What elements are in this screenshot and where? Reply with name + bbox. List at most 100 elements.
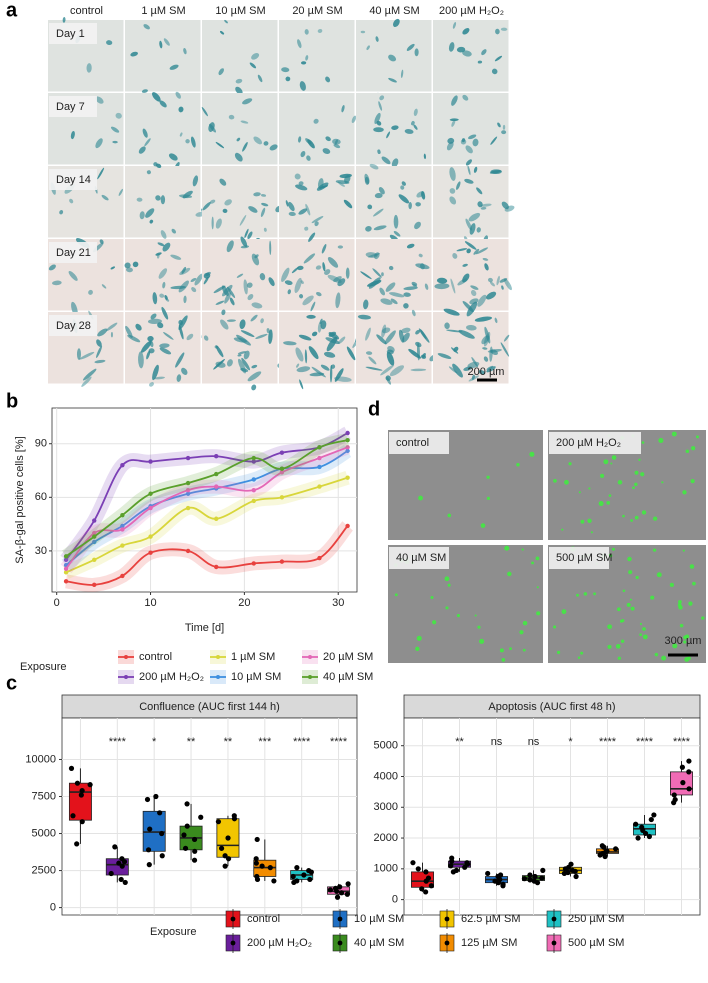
tile-label-box (389, 547, 449, 569)
data-point (345, 881, 351, 887)
cell (250, 314, 258, 322)
fluorescent-cell (701, 616, 705, 620)
cell (467, 165, 471, 176)
cell (345, 267, 350, 279)
cell (414, 48, 419, 57)
cell (483, 356, 489, 362)
legend-key-point (551, 940, 557, 946)
cell (244, 228, 249, 239)
cell (253, 136, 263, 145)
fluorescent-cell (630, 606, 635, 611)
data-point (338, 890, 345, 896)
data-point (686, 758, 692, 764)
cell (251, 253, 260, 266)
data-point (70, 813, 76, 819)
cell (468, 212, 481, 222)
cell (62, 17, 66, 23)
fluorescent-cell (607, 624, 613, 630)
fluorescent-cell (622, 589, 626, 593)
fluorescent-cell (632, 486, 635, 490)
legend-label: 200 µM H₂O₂ (247, 937, 312, 949)
cell (69, 198, 74, 204)
cell (339, 173, 352, 179)
fluorescent-cell (690, 479, 695, 484)
cell (192, 175, 199, 187)
cell (48, 264, 56, 271)
cell (240, 330, 255, 338)
data-point (120, 512, 125, 518)
cell (477, 201, 483, 208)
cell (149, 219, 154, 224)
fluorescent-cell (639, 622, 643, 626)
cell (299, 294, 304, 299)
data-point (74, 780, 81, 786)
fluorescent-cell (564, 479, 569, 485)
y-tick-label: 3000 (374, 801, 398, 813)
data-point (214, 471, 219, 477)
cell (138, 351, 144, 369)
cell (436, 277, 448, 284)
cell (157, 322, 164, 329)
cell (319, 318, 323, 325)
fluorescent-cell (678, 605, 683, 610)
cell (486, 365, 494, 370)
cell (373, 208, 384, 217)
cell (162, 242, 171, 252)
cell (393, 18, 400, 28)
cell (452, 22, 457, 29)
cell (294, 173, 301, 180)
cell (236, 137, 241, 142)
cell (477, 294, 487, 307)
cell (465, 159, 472, 166)
fluorescent-cell (688, 601, 693, 606)
cell (153, 162, 158, 167)
legend-label: control (247, 913, 280, 925)
data-point (146, 862, 152, 868)
legend-label: 40 µM SM (354, 937, 404, 949)
cell (150, 313, 157, 320)
cell (489, 170, 502, 174)
cell (447, 137, 455, 144)
cell (160, 230, 167, 239)
fluorescent-cell (587, 518, 592, 523)
cell (497, 122, 501, 128)
fluorescent-cell (642, 634, 648, 640)
data-point (92, 534, 97, 539)
cell (201, 106, 208, 117)
cell (504, 205, 515, 212)
cell (287, 289, 291, 295)
cell (302, 295, 314, 306)
cell (406, 43, 415, 51)
cell (465, 324, 477, 331)
cell (412, 283, 418, 288)
cell (110, 332, 113, 338)
cell (374, 193, 383, 199)
fluorescent-cell (519, 630, 524, 635)
legend-key-point (230, 916, 236, 922)
cell (450, 278, 456, 294)
cell (298, 334, 312, 341)
cell (398, 194, 410, 204)
significance-label: * (152, 736, 157, 748)
cell (284, 280, 293, 286)
cell (159, 100, 167, 108)
cell (470, 289, 477, 297)
cell (226, 359, 233, 367)
data-point (185, 491, 191, 496)
data-point (344, 891, 350, 897)
data-point (159, 830, 165, 837)
cell (389, 365, 405, 377)
cell (365, 366, 383, 371)
legend-label: 1 µM SM (231, 651, 275, 663)
cell (263, 227, 267, 232)
data-point (121, 859, 128, 865)
fluorescent-cell (671, 431, 677, 437)
cell (253, 192, 261, 197)
fluorescent-cell (669, 582, 674, 588)
cell (214, 345, 219, 349)
data-point (120, 527, 125, 532)
micrograph (125, 239, 201, 311)
fluorescent-cell (430, 596, 434, 600)
fluorescent-cell (456, 614, 461, 618)
tile-label-box (549, 432, 641, 454)
